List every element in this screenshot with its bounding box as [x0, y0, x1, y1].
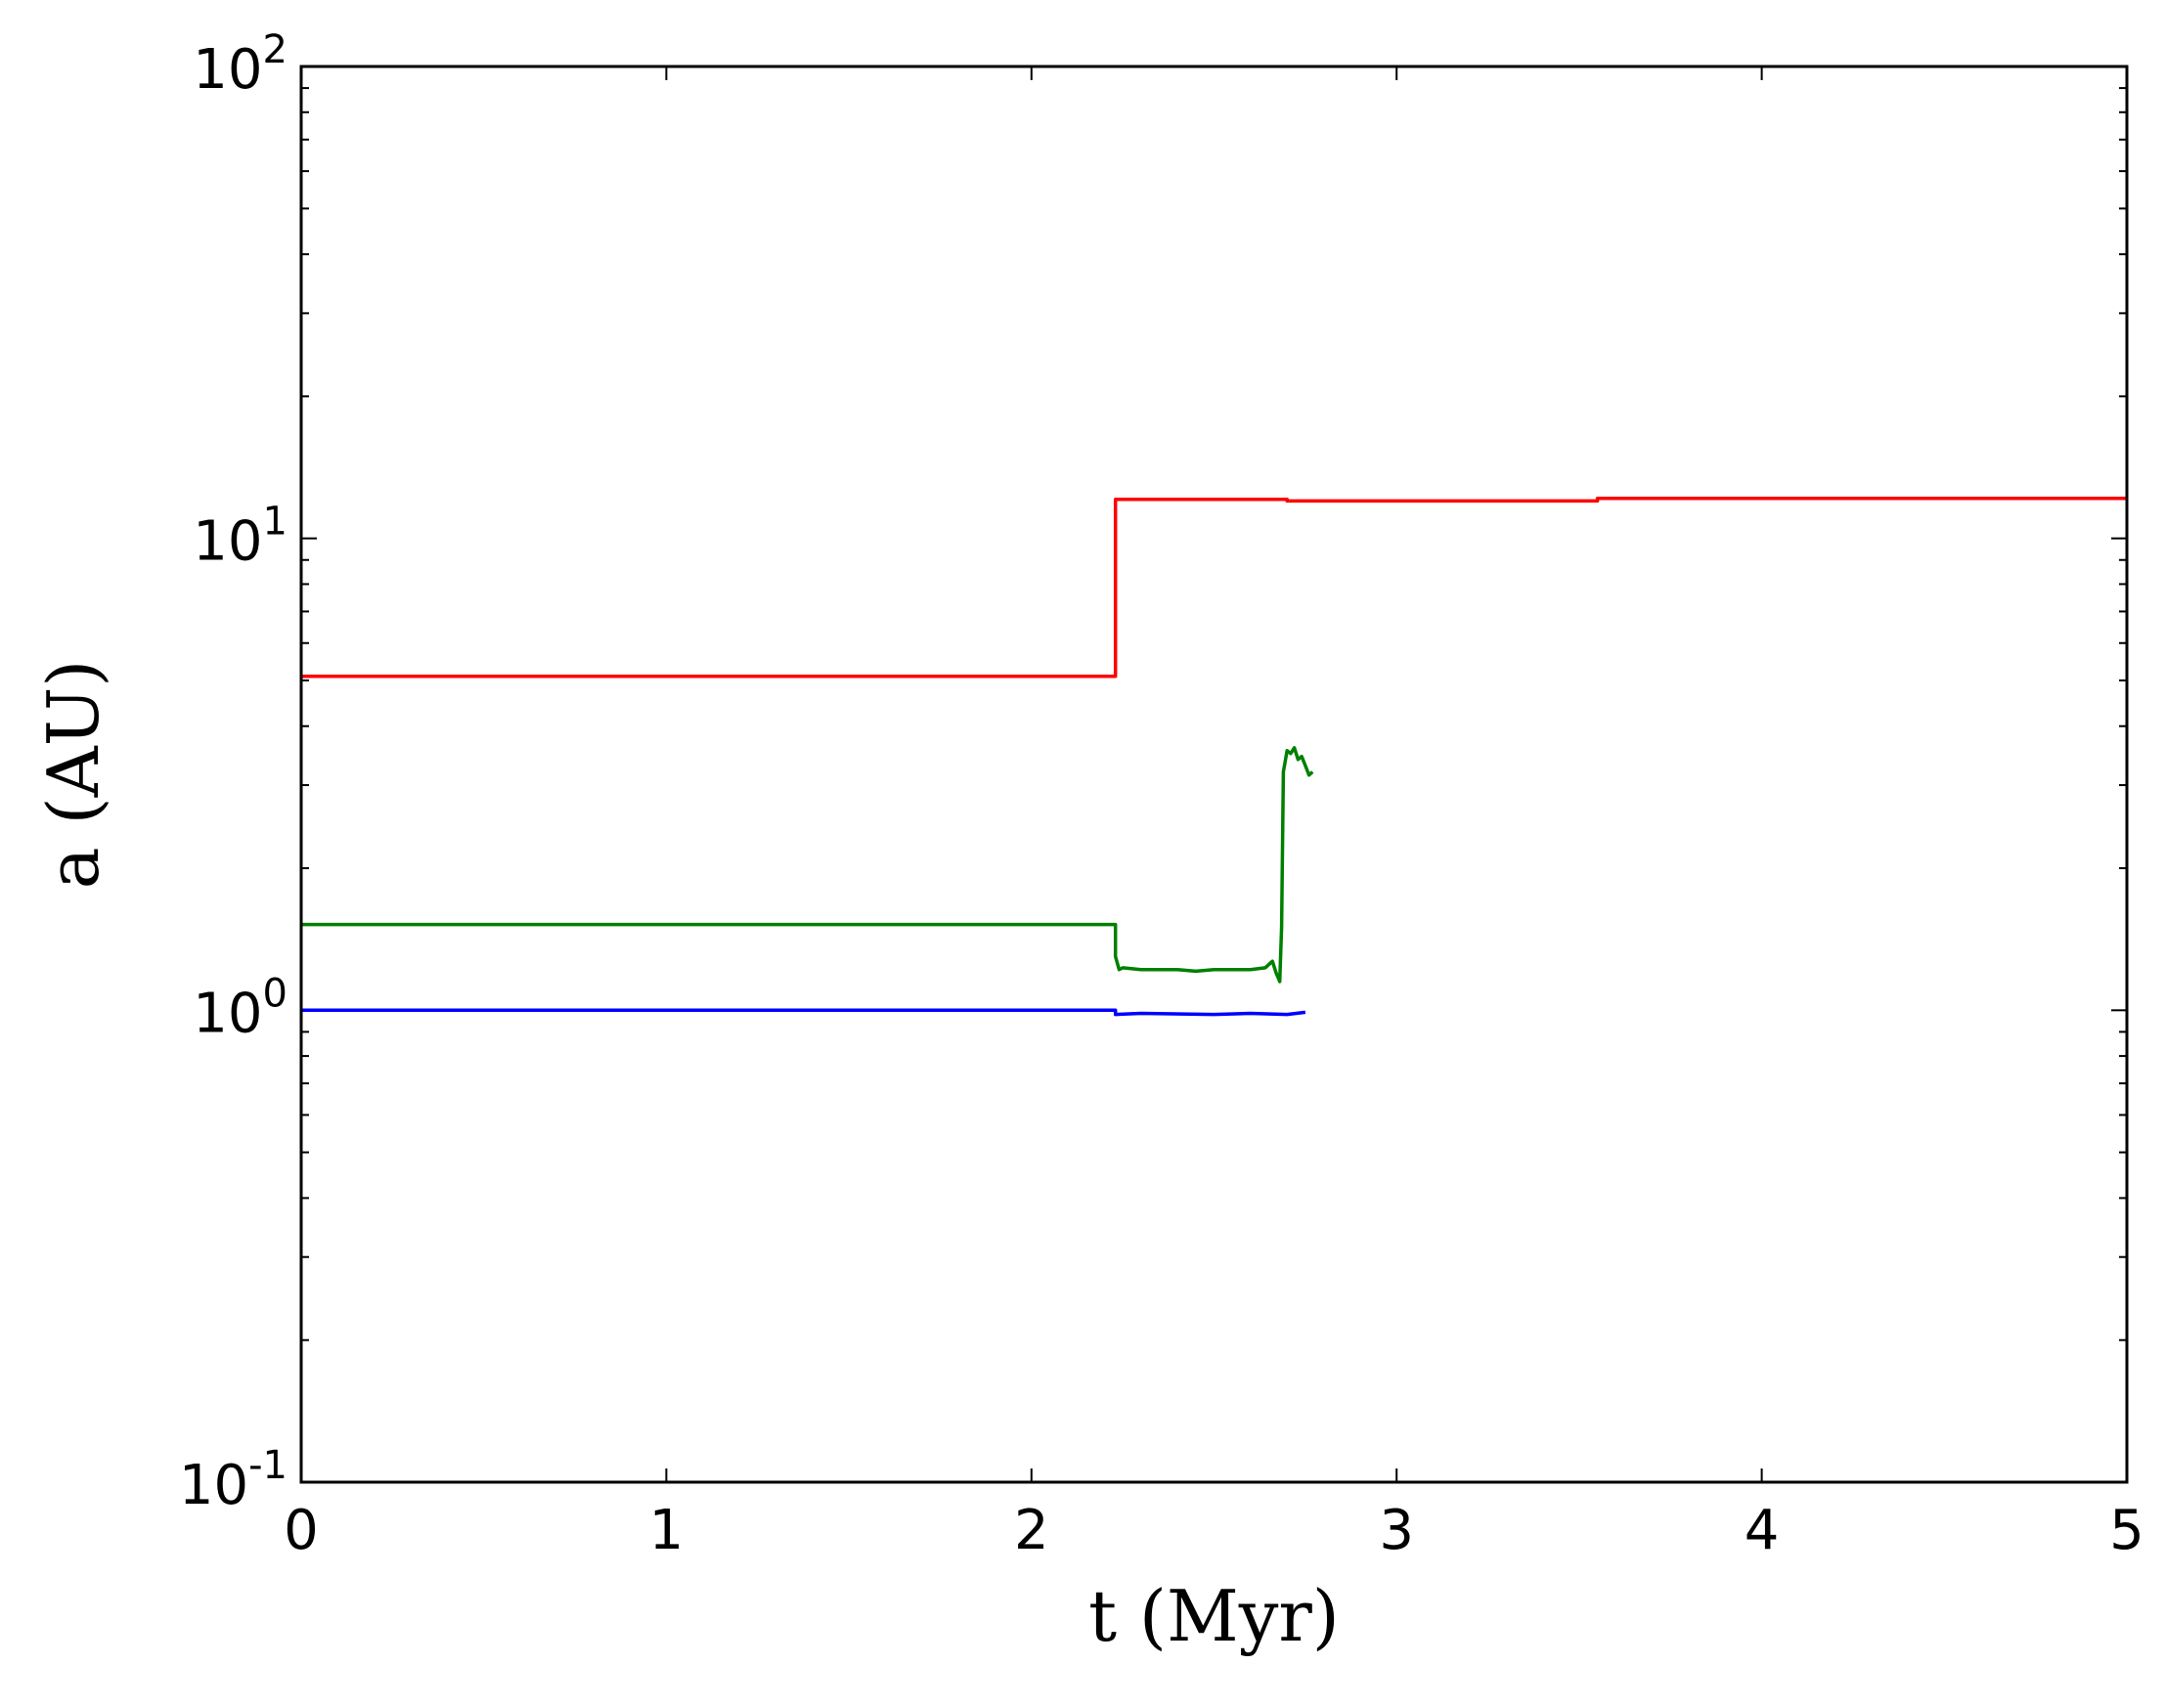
y-tick-base: 10	[193, 982, 262, 1045]
y-tick-label: 101	[193, 500, 287, 574]
y-tick-label: 100	[193, 971, 287, 1045]
plot-frame	[299, 65, 2129, 1484]
y-tick-label: 102	[193, 27, 287, 102]
x-axis-ticks: 0 1 2 3 4 5	[284, 66, 2144, 1562]
y-tick-exponent: -1	[248, 1443, 287, 1488]
x-tick-label: 5	[2109, 1499, 2144, 1562]
plot-series	[301, 497, 2127, 1017]
y-axis-label: a (AU)	[32, 660, 114, 890]
y-tick-exponent: 1	[263, 500, 287, 545]
x-tick-label: 4	[1745, 1499, 1780, 1562]
series-line-2	[301, 1008, 1306, 1017]
x-tick-label: 0	[284, 1499, 319, 1562]
series-line-1	[301, 746, 1314, 984]
y-tick-base: 10	[193, 38, 262, 102]
y-tick-exponent: 2	[263, 27, 287, 72]
x-tick-label: 1	[649, 1499, 685, 1562]
x-axis-label: t (Myr)	[1088, 1575, 1340, 1657]
y-tick-base: 10	[193, 510, 262, 574]
y-tick-label: 10-1	[179, 1443, 287, 1517]
series-line-0	[301, 497, 2127, 679]
y-tick-base: 10	[179, 1454, 248, 1517]
y-tick-exponent: 0	[263, 971, 287, 1016]
x-tick-label: 2	[1014, 1499, 1049, 1562]
x-tick-label: 3	[1379, 1499, 1414, 1562]
